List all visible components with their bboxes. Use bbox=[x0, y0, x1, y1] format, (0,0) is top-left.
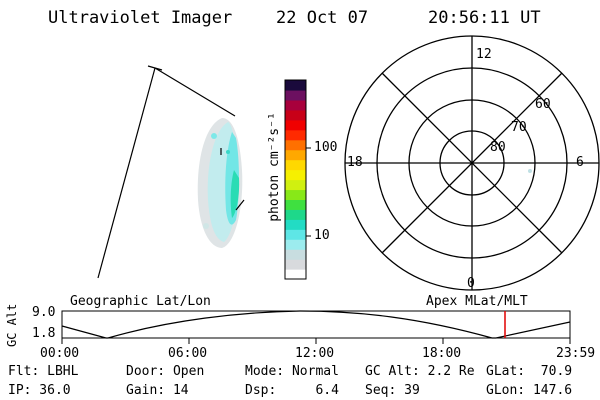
colorbar-segment bbox=[285, 109, 306, 121]
grid-tick bbox=[235, 199, 245, 211]
geographic-lat-info: GLat: 70.9 bbox=[486, 364, 573, 379]
ip-info: IP: 36.0 bbox=[8, 383, 71, 398]
emission-speck bbox=[226, 150, 230, 154]
geographic-image bbox=[97, 65, 245, 279]
timeline-x-tick-2359: 23:59 bbox=[556, 346, 596, 361]
polar-speck bbox=[528, 169, 532, 173]
mode-info: Mode: Normal bbox=[245, 364, 339, 379]
colorbar-segment bbox=[285, 99, 306, 111]
colorbar-segment bbox=[285, 229, 306, 240]
timeline-y-tick-high: 9.0 bbox=[32, 305, 56, 320]
timeline-left-label: Geographic Lat/Lon bbox=[70, 294, 211, 309]
colorbar-segment bbox=[285, 209, 306, 220]
colorbar-frame bbox=[284, 79, 307, 280]
colorbar-label: photon cm⁻²s⁻¹ bbox=[267, 112, 282, 222]
timeline-frame bbox=[61, 310, 571, 339]
colorbar-segment bbox=[285, 179, 306, 191]
colorbar-segment bbox=[285, 149, 306, 161]
mlt-label-12: 12 bbox=[476, 47, 492, 62]
mlt-label-18: 18 bbox=[347, 155, 363, 170]
colorbar-tick-100: 100 bbox=[314, 140, 338, 155]
date-label: 22 Oct 07 bbox=[276, 8, 369, 28]
dsp-info: Dsp: 6.4 bbox=[245, 383, 339, 398]
colorbar-segment bbox=[285, 239, 306, 250]
limb-line-left bbox=[97, 67, 156, 279]
timeline-y-label: GC Alt bbox=[5, 303, 19, 347]
gain-info: Gain: 14 bbox=[126, 383, 189, 398]
geographic-lon-info: GLon: 147.6 bbox=[486, 383, 573, 398]
polar-diagonal-2 bbox=[381, 72, 563, 254]
colorbar-segment bbox=[285, 169, 306, 181]
lat-label-60: 60 bbox=[535, 97, 551, 112]
lat-label-70: 70 bbox=[511, 120, 527, 135]
colorbar-segment bbox=[285, 129, 306, 141]
lat-label-80: 80 bbox=[490, 140, 506, 155]
time-label: 20:56:11 UT bbox=[428, 8, 541, 28]
colorbar-segment bbox=[285, 269, 306, 280]
polar-plot bbox=[344, 35, 600, 291]
colorbar-segment bbox=[285, 89, 306, 101]
timeline-x-tick-1800: 18:00 bbox=[422, 346, 462, 361]
timeline-right-label: Apex MLat/MLT bbox=[426, 294, 528, 309]
instrument-title: Ultraviolet Imager bbox=[48, 8, 233, 28]
colorbar-segment bbox=[285, 199, 306, 210]
timeline-plot bbox=[61, 310, 571, 344]
timeline-x-tick-1200: 12:00 bbox=[295, 346, 335, 361]
colorbar-segment bbox=[285, 259, 306, 270]
filter-info: Flt: LBHL bbox=[8, 364, 79, 379]
colorbar bbox=[284, 79, 311, 280]
colorbar-segment bbox=[285, 80, 306, 91]
timeline-y-tick-low: 1.8 bbox=[32, 326, 56, 341]
mlt-label-6: 6 bbox=[576, 155, 584, 170]
door-info: Door: Open bbox=[126, 364, 205, 379]
image-emission-core bbox=[230, 170, 240, 218]
colorbar-segment bbox=[285, 159, 306, 171]
altitude-curve bbox=[61, 310, 571, 339]
sequence-info: Seq: 39 bbox=[365, 383, 420, 398]
mlt-label-0: 0 bbox=[467, 276, 475, 291]
gc-altitude-info: GC Alt: 2.2 Re bbox=[365, 364, 475, 379]
colorbar-segment bbox=[285, 189, 306, 200]
timeline-x-ticks bbox=[61, 338, 571, 344]
colorbar-segment bbox=[285, 219, 306, 230]
timeline-x-tick-0600: 06:00 bbox=[168, 346, 208, 361]
colorbar-segment bbox=[285, 119, 306, 131]
colorbar-tick-10: 10 bbox=[314, 228, 330, 243]
limb-line-top bbox=[154, 67, 236, 117]
emission-speck bbox=[211, 133, 217, 139]
timeline-x-tick-0000: 00:00 bbox=[40, 346, 80, 361]
emission-speck bbox=[203, 223, 209, 229]
colorbar-segment bbox=[285, 139, 306, 151]
colorbar-segment bbox=[285, 249, 306, 260]
